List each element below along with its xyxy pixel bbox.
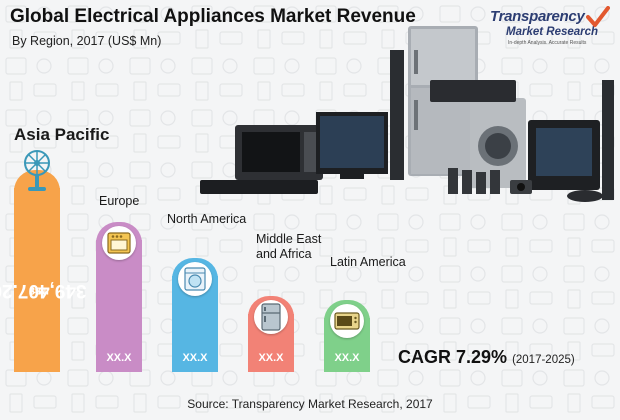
cagr-period: (2017-2025) <box>512 354 575 366</box>
logo-line-2: Market Research <box>506 26 599 38</box>
chart-title: Global Electrical Appliances Market Reve… <box>10 6 416 27</box>
category-label-asia-pacific: Asia Pacific <box>14 125 110 144</box>
bar-value-vertical-asia-pacific: US$ 349,407.26 Mn <box>0 170 87 410</box>
category-label-middle-east-and-africa: Middle East and Africa <box>256 232 322 261</box>
category-label-latin-america: Latin America <box>330 255 406 269</box>
chart-subtitle: By Region, 2017 (US$ Mn) <box>12 34 162 48</box>
appliances-illustration <box>200 26 614 202</box>
bar-value-label-middle-east-and-africa: XX.X <box>258 352 284 364</box>
logo-line-1: Transparency <box>490 8 585 25</box>
fan-icon <box>20 148 54 194</box>
company-logo: Transparency Market Research In-depth An… <box>490 6 614 50</box>
cagr-label: CAGR 7.29% <box>398 347 508 367</box>
refrigerator-icon <box>254 300 288 334</box>
washing-machine-icon <box>178 262 212 296</box>
category-label-europe: Europe <box>99 194 140 208</box>
logo-tagline: In-depth Analysis. Accurate Results <box>508 40 587 46</box>
cagr-annotation: CAGR 7.29% (2017-2025) <box>398 347 575 368</box>
value-unit: Mn <box>31 284 47 296</box>
bar-value-label-europe: XX.X <box>106 352 132 364</box>
checkmark-logo-icon <box>586 6 610 27</box>
oven-icon <box>102 226 136 260</box>
category-label-north-america: North America <box>167 212 247 226</box>
bar-value-label-north-america: XX.X <box>182 352 208 364</box>
bar-value-label-latin-america: XX.X <box>334 352 360 364</box>
source-note: Source: Transparency Market Research, 20… <box>187 397 433 411</box>
microwave-icon <box>330 304 364 338</box>
